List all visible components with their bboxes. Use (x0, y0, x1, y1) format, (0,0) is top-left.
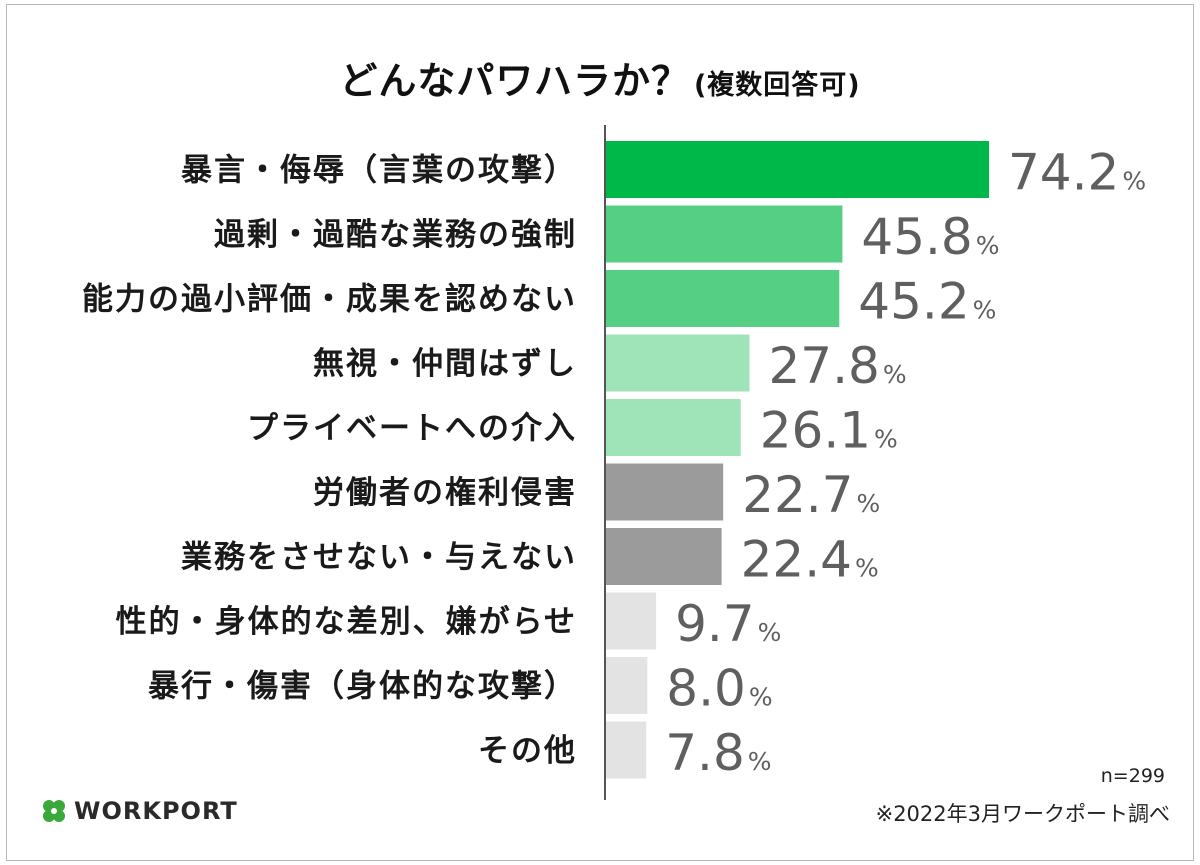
value-number: 22.7 (742, 466, 853, 524)
value-number: 26.1 (760, 402, 871, 460)
value-unit: % (855, 554, 879, 583)
source-note: ※2022年3月ワークポート調べ (875, 802, 1170, 826)
value-label: 7.8% (665, 724, 771, 782)
value-number: 7.8 (665, 724, 745, 782)
category-label: 暴行・傷害（身体的な攻撃） (148, 669, 577, 705)
value-unit: % (883, 360, 907, 389)
value-number: 74.2 (1008, 144, 1119, 202)
sample-size: n=299 (1100, 765, 1165, 787)
value-label: 8.0% (666, 660, 772, 718)
bar (606, 141, 989, 198)
value-label: 9.7% (675, 595, 781, 653)
title-suffix: (複数回答可) (693, 70, 861, 101)
chart-frame (6, 4, 1194, 861)
value-label: 27.8% (768, 337, 906, 395)
bar (606, 657, 648, 714)
value-unit: % (1122, 167, 1146, 196)
value-unit: % (856, 489, 880, 518)
value-unit: % (973, 296, 997, 325)
bar (606, 463, 724, 521)
bar (606, 334, 750, 392)
bar (606, 270, 840, 327)
bar (606, 592, 657, 650)
value-unit: % (758, 618, 782, 647)
category-label: 性的・身体的な差別、嫌がらせ (116, 604, 577, 640)
value-number: 45.2 (858, 273, 969, 331)
value-number: 8.0 (666, 660, 746, 718)
category-label: 暴言・侮辱（言葉の攻撃） (181, 153, 577, 189)
category-label: 無視・仲間はずし (313, 346, 577, 382)
bar (606, 205, 843, 263)
value-number: 45.8 (861, 208, 972, 266)
category-label: 過剰・過酷な業務の強制 (214, 217, 577, 253)
bar (606, 399, 741, 456)
category-label: プライベートへの介入 (247, 411, 577, 447)
value-label: 22.7% (742, 466, 880, 524)
value-label: 26.1% (760, 402, 898, 460)
clover-icon (43, 800, 65, 822)
category-label: 業務をさせない・与えない (181, 540, 577, 576)
value-unit: % (976, 231, 1000, 260)
category-label: 能力の過小評価・成果を認めない (82, 282, 577, 318)
value-unit: % (749, 683, 773, 712)
chart-title: どんなパワハラか？ (複数回答可) (0, 50, 1200, 105)
title-main: どんなパワハラか？ (339, 59, 690, 103)
value-unit: % (748, 747, 772, 776)
value-unit: % (874, 425, 898, 454)
bar (606, 721, 647, 779)
value-label: 45.8% (861, 208, 999, 266)
category-label: その他 (478, 733, 577, 769)
value-label: 45.2% (858, 273, 996, 331)
value-number: 27.8 (768, 337, 879, 395)
workport-logo: WORKPORT (40, 797, 238, 825)
bar (606, 528, 722, 585)
category-label: 労働者の権利侵害 (313, 475, 577, 511)
logo-text: WORKPORT (74, 797, 238, 825)
value-number: 22.4 (741, 531, 852, 589)
value-label: 74.2% (1008, 144, 1146, 202)
value-label: 22.4% (741, 531, 879, 589)
value-number: 9.7 (675, 595, 755, 653)
